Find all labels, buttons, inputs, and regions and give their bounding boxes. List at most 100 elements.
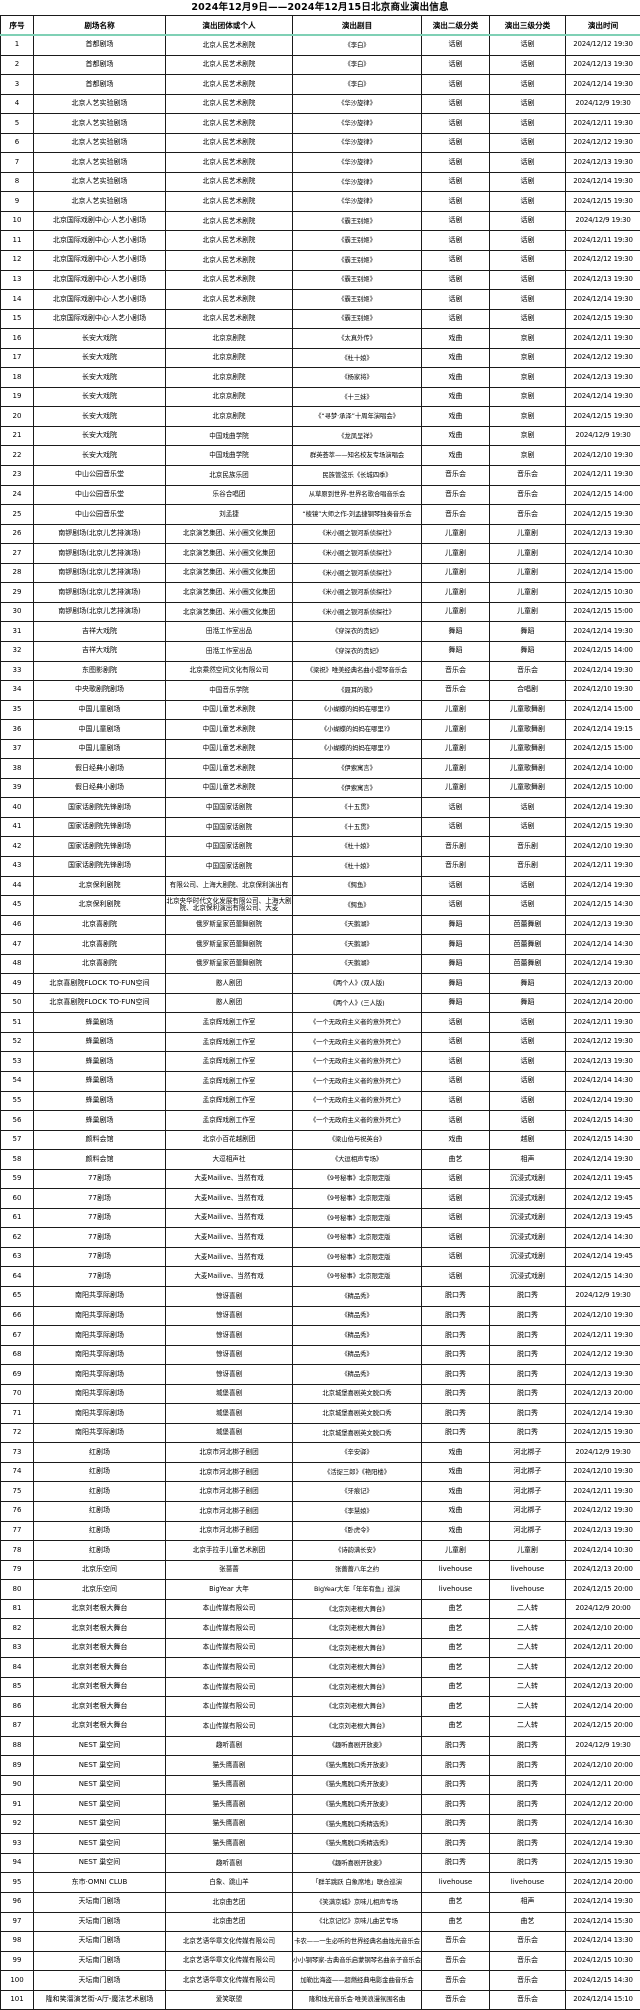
cell-category2: 音乐会 (422, 466, 490, 486)
cell-time: 2024/12/14 19:30 (566, 798, 640, 818)
cell-program: 《北京刘老根大舞台》 (293, 1599, 422, 1619)
cell-category3: 脱口秀 (490, 1756, 566, 1776)
cell-venue: 77剧场 (34, 1169, 166, 1189)
cell-index: 43 (1, 856, 34, 876)
cell-index: 31 (1, 622, 34, 642)
cell-category3: 沉浸式戏剧 (490, 1247, 566, 1267)
cell-category3: 话剧 (490, 817, 566, 837)
cell-category3: 脱口秀 (490, 1853, 566, 1873)
cell-category2: 儿童剧 (422, 759, 490, 779)
cell-index: 30 (1, 602, 34, 622)
cell-category2: 脱口秀 (422, 1384, 490, 1404)
cell-time: 2024/12/15 19:30 (566, 1423, 640, 1443)
cell-category2: 戏曲 (422, 368, 490, 388)
cell-venue: 长安大戏院 (34, 329, 166, 349)
column-header-category3: 演出三级分类 (490, 16, 566, 36)
cell-program: 《华沙旋律》 (293, 172, 422, 192)
cell-category3: 话剧 (490, 876, 566, 896)
cell-venue: NEST 巢空间 (34, 1736, 166, 1756)
cell-group: 中国戏曲学院 (166, 426, 293, 446)
cell-venue: 北京保利剧院 (34, 876, 166, 896)
cell-category2: 儿童剧 (422, 524, 490, 544)
cell-index: 39 (1, 778, 34, 798)
cell-program: 《十五贯》 (293, 817, 422, 837)
cell-program: 《聂耳的歌》 (293, 681, 422, 701)
cell-venue: 北京喜剧院 (34, 954, 166, 974)
cell-time: 2024/12/13 19:30 (566, 55, 640, 75)
cell-index: 41 (1, 817, 34, 837)
cell-group: 北京市河北梆子剧团 (166, 1502, 293, 1522)
cell-time: 2024/12/15 14:30 (566, 1971, 640, 1991)
cell-index: 89 (1, 1756, 34, 1776)
cell-group: 孟京辉戏剧工作室 (166, 1111, 293, 1131)
cell-group: 趣听喜剧 (166, 1736, 293, 1756)
cell-index: 92 (1, 1814, 34, 1834)
cell-category2: 舞蹈 (422, 622, 490, 642)
cell-category3: 儿童剧 (490, 602, 566, 622)
cell-venue: 北京国际戏剧中心·人艺小剧场 (34, 231, 166, 251)
cell-index: 3 (1, 75, 34, 95)
cell-group: 北京演艺集团、米小圈文化集团 (166, 544, 293, 564)
cell-group: 猫头鹰喜剧 (166, 1756, 293, 1776)
cell-category3: 话剧 (490, 290, 566, 310)
cell-group: 中国儿童艺术剧院 (166, 778, 293, 798)
cell-time: 2024/12/12 19:30 (566, 133, 640, 153)
cell-index: 7 (1, 153, 34, 173)
cell-venue: 南阳共享际剧场 (34, 1365, 166, 1385)
cell-index: 14 (1, 290, 34, 310)
cell-category3: 沉浸式戏剧 (490, 1208, 566, 1228)
cell-venue: 长安大戏院 (34, 426, 166, 446)
cell-category3: 越剧 (490, 1130, 566, 1150)
cell-index: 40 (1, 798, 34, 818)
cell-time: 2024/12/14 19:30 (566, 172, 640, 192)
cell-program: 《一个无政府主义者的意外死亡》 (293, 1071, 422, 1091)
cell-group: 俄罗斯皇家芭蕾舞剧院 (166, 935, 293, 955)
cell-category2: 话剧 (422, 1071, 490, 1091)
cell-program: 民族管弦乐《长城四季》 (293, 466, 422, 486)
cell-time: 2024/12/13 19:30 (566, 1521, 640, 1541)
cell-category2: 话剧 (422, 876, 490, 896)
cell-category2: 音乐会 (422, 1932, 490, 1952)
cell-category2: 话剧 (422, 211, 490, 231)
cell-program: 北京城堡喜剧英文脱口秀 (293, 1404, 422, 1424)
cell-group: 中国国家话剧院 (166, 856, 293, 876)
cell-category3: 二人转 (490, 1638, 566, 1658)
cell-group: 北京曲艺团 (166, 1892, 293, 1912)
cell-group: 大麦Mailive、当然有戏 (166, 1189, 293, 1209)
cell-index: 59 (1, 1169, 34, 1189)
cell-time: 2024/12/14 14:30 (566, 1071, 640, 1091)
cell-time: 2024/12/9 19:30 (566, 426, 640, 446)
cell-category3: livehouse (490, 1580, 566, 1600)
cell-venue: 中国儿童剧场 (34, 739, 166, 759)
cell-venue: NEST 巢空间 (34, 1834, 166, 1854)
cell-category3: 京剧 (490, 446, 566, 466)
cell-index: 28 (1, 563, 34, 583)
cell-category3: 沉浸式戏剧 (490, 1228, 566, 1248)
cell-time: 2024/12/11 20:00 (566, 1775, 640, 1795)
cell-category2: 话剧 (422, 1111, 490, 1131)
cell-venue: 北京人艺实验剧场 (34, 133, 166, 153)
cell-program: 《华沙旋律》 (293, 192, 422, 212)
cell-program: 「群羊跳跃 白象席地」联合巡演 (293, 1873, 422, 1893)
cell-group: 趣听喜剧 (166, 1853, 293, 1873)
cell-category3: 话剧 (490, 75, 566, 95)
